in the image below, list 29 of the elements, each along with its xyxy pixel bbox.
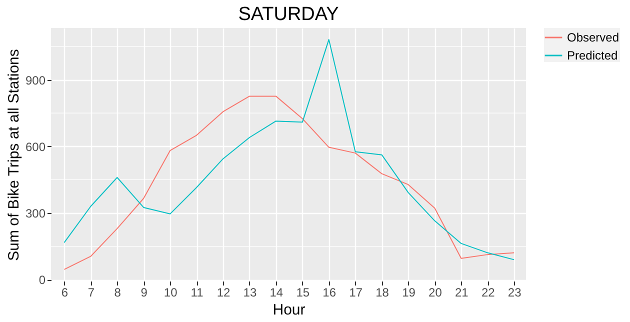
x-tick-label: 11: [190, 286, 204, 300]
line-series: [64, 96, 515, 270]
x-tick-label: 10: [164, 286, 178, 300]
x-tick-label: 22: [481, 286, 496, 300]
x-tick-label: 15: [296, 286, 310, 300]
x-tick-label: 20: [428, 286, 442, 300]
y-tick-label: 900: [25, 73, 46, 88]
y-tick-label: 600: [25, 140, 46, 154]
x-tick-label: 8: [114, 286, 122, 300]
y-tick-label: 300: [25, 206, 46, 221]
x-tick-label: 23: [508, 286, 522, 300]
x-tick-label: 16: [322, 286, 336, 300]
legend-label: Observed: [567, 30, 620, 44]
x-tick-label: 18: [376, 286, 390, 300]
x-tick-label: 21: [454, 286, 469, 300]
x-tick-label: 19: [402, 286, 416, 300]
x-tick-label: 17: [349, 286, 363, 300]
x-axis-title: Hour: [272, 302, 306, 318]
chart-title: SATURDAY: [238, 4, 340, 25]
x-tick-label: 7: [88, 286, 95, 300]
x-tick-label: 6: [61, 286, 68, 300]
line-series: [64, 39, 515, 260]
legend-label: Predicted: [567, 48, 618, 62]
x-tick-label: 14: [270, 286, 284, 300]
x-tick-label: 12: [216, 286, 230, 300]
x-tick-label: 9: [140, 286, 148, 300]
y-tick-label: 0: [38, 273, 46, 288]
y-axis-title: Sum of Bike Trips at all Stations: [5, 49, 22, 261]
x-tick-label: 13: [243, 286, 257, 300]
